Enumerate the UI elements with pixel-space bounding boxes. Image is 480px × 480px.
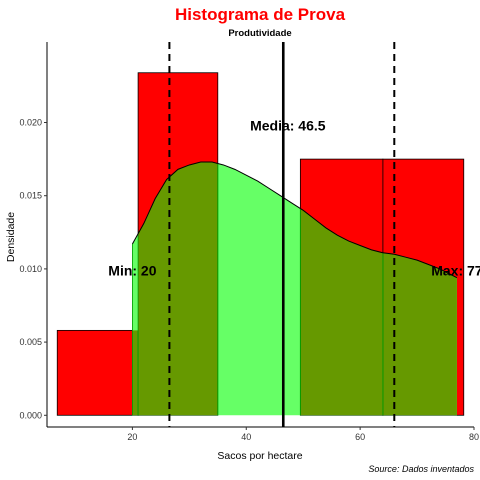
histogram-bar-0 — [56, 329, 139, 416]
chart-caption: Source: Dados inventados — [368, 464, 474, 474]
annotation-label-0: Media: 46.5 — [250, 118, 326, 134]
x-tick-label: 40 — [241, 432, 251, 442]
y-tick-label: 0.005 — [19, 337, 42, 347]
axes: 20 40 60 80 0.000 0.005 0.010 0.015 0.020 — [19, 42, 479, 442]
density-overlap-4 — [382, 252, 457, 416]
density-overlap-3 — [300, 208, 383, 416]
plot-area: Media: 46.5 Min: 20 Max: 77 — [56, 42, 480, 427]
x-tick-label: 80 — [469, 432, 479, 442]
density-overlap-0 — [132, 330, 139, 416]
y-tick-label: 0.000 — [19, 410, 42, 420]
annotation-label-1: Min: 20 — [108, 263, 156, 279]
x-tick-label: 20 — [127, 432, 137, 442]
x-axis-label: Sacos por hectare — [217, 450, 302, 462]
x-tick-label: 60 — [355, 432, 365, 442]
chart-title: Histograma de Prova — [175, 5, 346, 24]
y-axis-label: Densidade — [5, 212, 17, 262]
density-overlap-1 — [138, 162, 218, 416]
density-curve — [131, 161, 458, 279]
y-tick-label: 0.020 — [19, 118, 42, 128]
chart-subtitle: Produtividade — [228, 28, 291, 39]
y-tick-label: 0.015 — [19, 191, 42, 201]
annotation-label-2: Max: 77 — [431, 263, 480, 279]
y-tick-label: 0.010 — [19, 264, 42, 274]
